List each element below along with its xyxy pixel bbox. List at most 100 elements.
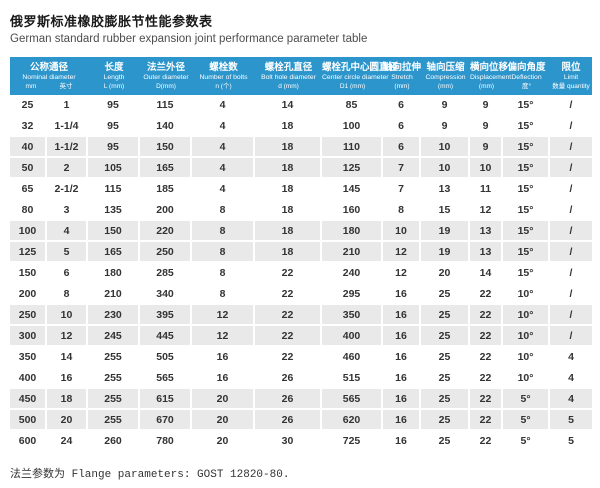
table-cell: 18 [255,242,323,263]
page-subtitle: German standard rubber expansion joint p… [10,33,368,45]
table-row: 25 1 95 115 4 14 85 6 9 9 15° / [10,95,593,116]
table-cell: 20 [192,389,256,410]
table-cell: 15° [503,137,551,158]
table-cell: 725 [322,431,384,452]
col-header-cn: 轴向拉伸 [383,61,422,73]
table-cell: 670 [140,410,193,431]
table-cell: 20 [421,263,471,284]
col-header-stretch: 轴向拉伸 Stretch (mm) [383,57,421,95]
col-header-cn: 螺栓数 [209,61,238,73]
table-cell: 10° [503,368,551,389]
table-cell: 11 [470,179,504,200]
table-cell: 8 [192,284,256,305]
table-cell: 22 [470,284,504,305]
table-cell: 18 [255,116,323,137]
table-cell: 18 [47,389,89,410]
table-cell: 300 [10,326,47,347]
table-cell: 8 [192,200,256,221]
table-cell: 8 [47,284,89,305]
table-cell: / [550,116,593,137]
table-cell: 50 [10,158,47,179]
table-cell: 8 [192,263,256,284]
table-cell: 7 [383,179,422,200]
table-cell: 285 [140,263,193,284]
col-header-compression: 轴向压缩 Compression (mm) [421,57,471,95]
table-cell: 16 [192,347,256,368]
col-header-number-of-bolts: 螺栓数 Number of bolts n (个) [192,57,256,95]
table-cell: 460 [322,347,384,368]
table-cell: 16 [47,368,89,389]
col-header-unit: d (mm) [278,82,299,90]
table-cell: 15° [503,242,551,263]
table-cell: 150 [88,221,141,242]
table-cell: 245 [88,326,141,347]
table-cell: 250 [140,242,193,263]
table-row: 50 2 105 165 4 18 125 7 10 10 15° / [10,158,593,179]
table-cell: / [550,179,593,200]
table-cell: 160 [322,200,384,221]
table-cell: 6 [383,116,422,137]
table-cell: 12 [47,326,89,347]
table-cell: 180 [88,263,141,284]
table-cell: 13 [421,179,471,200]
table-cell: 22 [470,368,504,389]
col-header-unit: 度° [521,82,532,90]
table-cell: 4 [192,137,256,158]
table-cell: 22 [255,284,323,305]
table-cell: / [550,158,593,179]
table-cell: 5° [503,431,551,452]
col-header-cn: 法兰外径 [147,61,186,73]
table-cell: 22 [255,326,323,347]
col-header-en: Deflection [511,73,542,81]
table-cell: 1 [47,95,89,116]
col-header-unit: n (个) [215,82,232,90]
table-cell: 340 [140,284,193,305]
table-cell: 3 [47,200,89,221]
col-header-center-circle-diameter: 螺栓孔中心圆直径 Center circle diameter D1 (mm) [322,57,398,95]
table-body: 25 1 95 115 4 14 85 6 9 9 15°/32 1-1/4 95 140 4 18 100 6 9… [10,95,593,452]
col-header-en: Bolt hole diameter [261,73,316,81]
table-cell: 95 [88,95,141,116]
table-cell: 15° [503,95,551,116]
col-header-en: Stretch [391,73,413,81]
table-cell: 16 [192,368,256,389]
table-cell: 5° [503,389,551,410]
table-cell: / [550,242,593,263]
table-cell: 25 [421,326,471,347]
table-cell: 10 [421,137,471,158]
table-cell: 125 [10,242,47,263]
table-cell: 255 [88,410,141,431]
table-cell: 135 [88,200,141,221]
table-row: 200 8 210 340 8 22 295 16 25 22 10° / [10,284,593,305]
table-cell: 7 [383,158,422,179]
col-header-unit: D(mm) [156,82,176,90]
table-cell: 95 [88,116,141,137]
table-cell: 615 [140,389,193,410]
table-cell: 14 [47,347,89,368]
table-cell: 780 [140,431,193,452]
table-cell: 15° [503,221,551,242]
col-header-en: Limit [563,73,579,81]
table-cell: 26 [255,368,323,389]
table-cell: 210 [322,242,384,263]
table-row: 600 24 260 780 20 30 725 16 25 22 5° 5 [10,431,593,452]
table-cell: 4 [47,221,89,242]
table-cell: / [550,200,593,221]
table-cell: 10 [383,221,422,242]
table-cell: 240 [322,263,384,284]
table-cell: 25 [421,305,471,326]
table-cell: 12 [470,200,504,221]
table-cell: 450 [10,389,47,410]
table-row: 80 3 135 200 8 18 160 8 15 12 15° / [10,200,593,221]
table-cell: 22 [255,305,323,326]
table-cell: 13 [470,242,504,263]
table-cell: 32 [10,116,47,137]
table-row: 125 5 165 250 8 18 210 12 19 13 15° / [10,242,593,263]
footer-note: 法兰参数为 Flange parameters: GOST 12820-80. [10,469,290,481]
table-cell: 6 [383,95,422,116]
unit-inch: 英寸 [59,82,73,90]
col-header-deflection: 偏向角度 Deflection 度° [503,57,551,95]
table-cell: 295 [322,284,384,305]
table-cell: 230 [88,305,141,326]
table-cell: 565 [140,368,193,389]
